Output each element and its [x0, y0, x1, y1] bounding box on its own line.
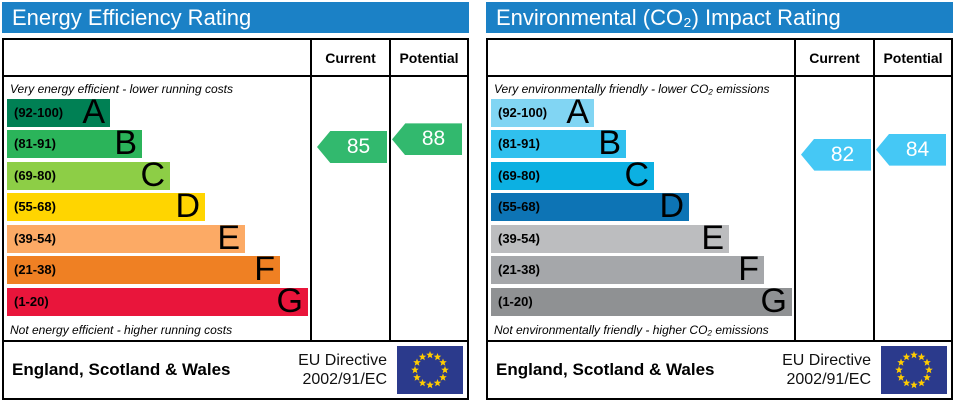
- current-rating-arrow: 82: [801, 138, 871, 171]
- band-letter: A: [82, 93, 105, 131]
- rating-table: Current Potential Very energy efficient …: [2, 38, 469, 400]
- rating-band-e: (39-54) E: [7, 219, 245, 257]
- band-letter: G: [276, 282, 303, 320]
- rating-band-b: (81-91) B: [491, 124, 626, 162]
- band-letter: C: [624, 156, 649, 194]
- band-letter: B: [598, 124, 621, 162]
- band-letter: A: [566, 93, 589, 131]
- potential-rating-value: 84: [905, 137, 930, 161]
- band-letter: E: [701, 219, 724, 257]
- current-column-header: Current: [809, 49, 860, 66]
- column-divider: [873, 40, 875, 342]
- rating-table: Current Potential Very environmentally f…: [486, 38, 953, 400]
- band-range-label: (69-80): [498, 168, 540, 183]
- top-caption: Very energy efficient - lower running co…: [10, 82, 233, 96]
- band-letter: F: [738, 250, 759, 288]
- panel-title: Environmental (CO₂) Impact Rating: [486, 2, 953, 33]
- potential-column-header: Potential: [883, 49, 943, 66]
- current-column-header: Current: [325, 49, 376, 66]
- rating-band-a: (92-100) A: [7, 93, 110, 131]
- rating-band-d: (55-68) D: [7, 187, 205, 225]
- eu-directive-line2: 2002/91/EC: [786, 371, 871, 388]
- environmental-impact-panel: Environmental (CO₂) Impact Rating Curren…: [486, 0, 953, 404]
- band-range-label: (1-20): [14, 294, 49, 309]
- column-divider: [389, 40, 391, 342]
- eu-directive-text: EU Directive 2002/91/EC: [298, 351, 387, 389]
- band-range-label: (21-38): [498, 262, 540, 277]
- band-letter: G: [760, 282, 787, 320]
- footer-separator: [4, 340, 467, 342]
- band-range-label: (39-54): [498, 231, 540, 246]
- band-letter: F: [254, 250, 275, 288]
- band-letter: D: [175, 187, 200, 225]
- region-label: England, Scotland & Wales: [496, 360, 715, 379]
- eu-directive-line2: 2002/91/EC: [302, 371, 387, 388]
- band-range-label: (1-20): [498, 294, 533, 309]
- band-range-label: (69-80): [14, 168, 56, 183]
- rating-band-d: (55-68) D: [491, 187, 689, 225]
- rating-band-f: (21-38) F: [491, 250, 764, 288]
- band-letter: D: [659, 187, 684, 225]
- rating-band-c: (69-80) C: [7, 156, 170, 194]
- panel-title: Energy Efficiency Rating: [2, 2, 469, 33]
- eu-directive-line1: EU Directive: [298, 352, 387, 369]
- rating-band-b: (81-91) B: [7, 124, 142, 162]
- bottom-caption: Not energy efficient - higher running co…: [10, 323, 233, 337]
- bottom-caption: Not environmentally friendly - higher CO…: [494, 323, 769, 337]
- rating-band-g: (1-20) G: [7, 282, 308, 320]
- band-range-label: (81-91): [14, 136, 56, 151]
- band-range-label: (55-68): [498, 199, 540, 214]
- band-range-label: (92-100): [498, 105, 548, 120]
- current-rating-arrow: 85: [317, 131, 387, 164]
- potential-rating-arrow: 84: [876, 133, 946, 166]
- header-separator: [488, 75, 951, 77]
- band-letter: C: [140, 156, 165, 194]
- band-range-label: (55-68): [14, 199, 56, 214]
- current-rating-value: 85: [346, 135, 371, 159]
- current-rating-value: 82: [830, 142, 855, 166]
- region-label: England, Scotland & Wales: [12, 360, 231, 379]
- potential-rating-arrow: 88: [392, 123, 462, 156]
- eu-directive-line1: EU Directive: [782, 352, 871, 369]
- table-footer: England, Scotland & Wales EU Directive 2…: [4, 342, 467, 398]
- eu-flag-icon: [397, 346, 463, 394]
- rating-band-c: (69-80) C: [491, 156, 654, 194]
- rating-band-e: (39-54) E: [491, 219, 729, 257]
- column-divider: [310, 40, 312, 342]
- potential-column-header: Potential: [399, 49, 459, 66]
- rating-band-g: (1-20) G: [491, 282, 792, 320]
- band-range-label: (81-91): [498, 136, 540, 151]
- column-divider: [794, 40, 796, 342]
- table-footer: England, Scotland & Wales EU Directive 2…: [488, 342, 951, 398]
- energy-efficiency-panel: Energy Efficiency Rating Current Potenti…: [2, 0, 469, 404]
- top-caption: Very environmentally friendly - lower CO…: [494, 82, 770, 96]
- band-range-label: (92-100): [14, 105, 64, 120]
- band-range-label: (21-38): [14, 262, 56, 277]
- band-range-label: (39-54): [14, 231, 56, 246]
- header-separator: [4, 75, 467, 77]
- rating-band-f: (21-38) F: [7, 250, 280, 288]
- potential-rating-value: 88: [421, 127, 446, 151]
- rating-band-a: (92-100) A: [491, 93, 594, 131]
- band-letter: E: [217, 219, 240, 257]
- eu-directive-text: EU Directive 2002/91/EC: [782, 351, 871, 389]
- footer-separator: [488, 340, 951, 342]
- eu-flag-icon: [881, 346, 947, 394]
- band-letter: B: [114, 124, 137, 162]
